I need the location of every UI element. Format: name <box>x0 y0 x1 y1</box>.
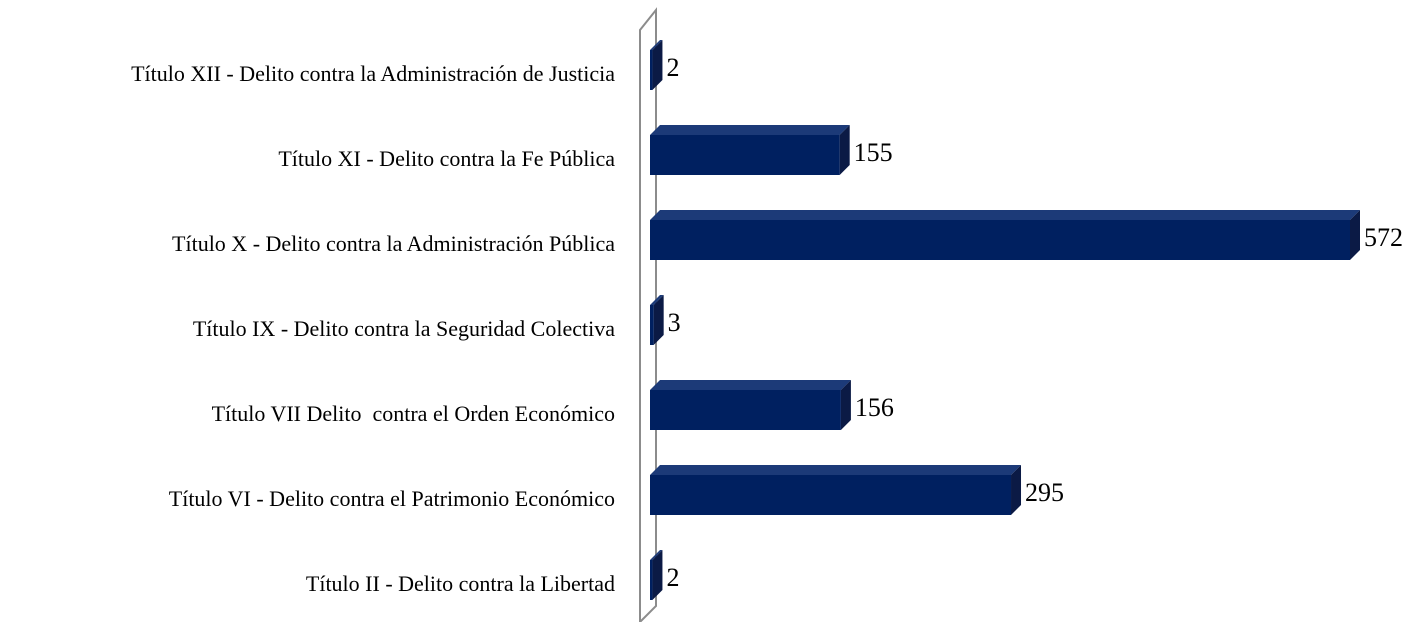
data-label: 2 <box>666 563 679 592</box>
data-label: 3 <box>668 308 681 337</box>
data-label: 156 <box>855 393 894 422</box>
data-label: 295 <box>1025 478 1064 507</box>
category-label: Título XII - Delito contra la Administra… <box>131 61 615 86</box>
bar-top <box>650 465 1022 475</box>
bar-front <box>650 50 653 90</box>
data-label: 2 <box>666 53 679 82</box>
bar <box>650 40 663 90</box>
bar <box>650 125 850 175</box>
category-label: Título VII Delito contra el Orden Económ… <box>212 401 615 426</box>
bar <box>650 295 664 345</box>
category-label: Título XI - Delito contra la Fe Pública <box>278 146 615 171</box>
bar <box>650 550 663 600</box>
bar <box>650 210 1360 260</box>
bar-top <box>650 125 850 135</box>
bar-front <box>650 390 841 430</box>
bar-front <box>650 305 654 345</box>
bar-side <box>1350 210 1360 260</box>
category-label: Título X - Delito contra la Administraci… <box>172 231 615 256</box>
bar <box>650 380 851 430</box>
bar-top <box>650 295 664 305</box>
bar-top <box>650 380 851 390</box>
bar-top <box>650 40 663 50</box>
bar-front <box>650 475 1012 515</box>
bar-front <box>650 135 840 175</box>
category-label: Título IX - Delito contra la Seguridad C… <box>193 316 615 341</box>
bar-front <box>650 220 1350 260</box>
bar-top <box>650 210 1360 220</box>
bar-side <box>840 380 851 430</box>
category-label: Título VI - Delito contra el Patrimonio … <box>169 486 615 511</box>
bar-side <box>839 125 850 175</box>
bar-top <box>650 550 663 560</box>
category-label: Título II - Delito contra la Libertad <box>306 571 615 596</box>
bar-side <box>1011 465 1022 515</box>
bar-side <box>653 295 664 345</box>
bar-front <box>650 560 653 600</box>
bar-side <box>652 550 663 600</box>
data-label: 572 <box>1364 223 1403 252</box>
bar <box>650 465 1022 515</box>
data-label: 155 <box>854 138 893 167</box>
bar-side <box>652 40 663 90</box>
